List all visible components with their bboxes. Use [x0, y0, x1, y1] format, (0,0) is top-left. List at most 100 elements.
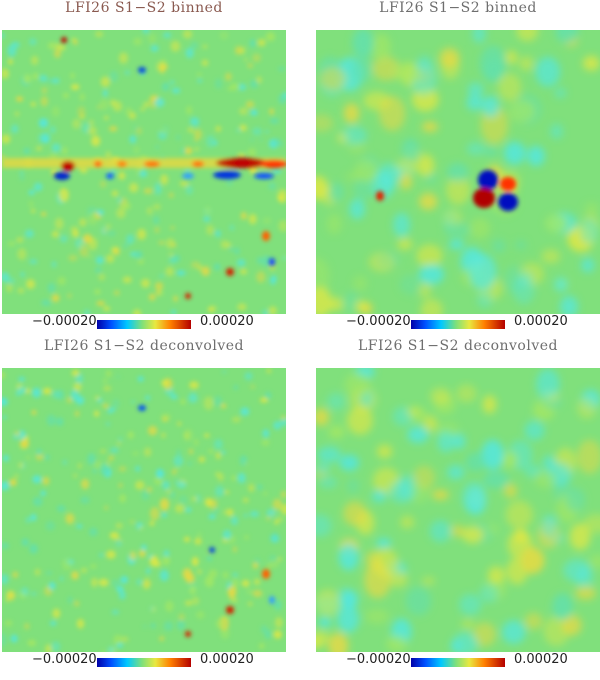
noise-blob: [273, 630, 282, 639]
noise-blob: [52, 231, 59, 238]
noise-blob: [214, 508, 219, 513]
noise-blob: [225, 490, 229, 494]
noise-blob: [57, 505, 66, 512]
noise-blob: [24, 623, 30, 629]
noise-blob: [133, 126, 138, 130]
noise-blob: [87, 453, 96, 465]
noise-blob: [483, 395, 497, 413]
noise-blob: [230, 83, 240, 90]
noise-blob: [345, 373, 371, 397]
noise-blob: [75, 411, 80, 417]
noise-blob: [527, 146, 545, 166]
noise-blob: [122, 203, 131, 210]
panel-title: LFI26 S1−S2 deconvolved: [316, 338, 600, 354]
noise-blob: [151, 623, 156, 629]
noise-blob: [171, 41, 181, 52]
noise-blob: [250, 110, 257, 116]
noise-blob: [59, 576, 63, 581]
noise-blob: [231, 516, 239, 525]
noise-blob: [143, 625, 148, 628]
noise-blob: [246, 101, 255, 108]
noise-blob: [158, 290, 163, 296]
noise-blob: [328, 426, 344, 439]
noise-blob: [563, 559, 591, 582]
noise-blob: [5, 620, 13, 626]
noise-blob: [197, 569, 202, 574]
noise-blob: [120, 576, 128, 584]
noise-blob: [525, 613, 543, 630]
noise-blob: [106, 370, 112, 377]
noise-blob: [244, 535, 249, 540]
noise-blob: [176, 449, 181, 456]
noise-blob: [170, 491, 176, 498]
noise-blob: [400, 173, 412, 190]
noise-blob: [241, 212, 247, 220]
noise-blob: [187, 462, 192, 466]
noise-blob: [161, 380, 168, 387]
noise-blob: [141, 279, 150, 288]
noise-blob: [244, 372, 252, 380]
noise-blob: [65, 513, 74, 524]
noise-blob: [502, 620, 526, 644]
noise-blob: [554, 277, 567, 291]
noise-blob: [25, 517, 30, 523]
noise-blob: [72, 38, 77, 41]
noise-blob: [7, 45, 16, 57]
noise-blob: [52, 106, 60, 116]
noise-blob: [18, 288, 25, 293]
noise-blob: [7, 592, 15, 601]
noise-blob: [213, 396, 222, 407]
noise-blob: [43, 388, 52, 394]
noise-blob: [8, 59, 13, 65]
map-canvas: [316, 368, 600, 652]
noise-blob: [39, 118, 49, 128]
noise-blob: [197, 79, 202, 82]
noise-blob: [369, 252, 396, 272]
noise-blob: [169, 253, 174, 256]
noise-blob: [221, 404, 226, 409]
noise-blob: [329, 297, 344, 311]
noise-blob: [79, 218, 87, 226]
noise-blob: [320, 67, 347, 90]
noise-blob: [249, 138, 254, 142]
panel-title: LFI26 S1−S2 binned: [316, 0, 600, 16]
noise-blob: [244, 58, 248, 61]
noise-blob: [275, 617, 283, 628]
noise-blob: [26, 279, 35, 289]
noise-blob: [504, 142, 526, 165]
noise-blob: [181, 148, 186, 154]
noise-blob: [179, 614, 185, 621]
noise-blob: [185, 507, 191, 512]
noise-blob: [424, 416, 438, 432]
noise-blob: [149, 294, 156, 301]
noise-blob: [115, 540, 122, 547]
noise-blob: [583, 56, 600, 71]
noise-blob: [519, 56, 533, 71]
map-canvas: [2, 30, 286, 314]
noise-blob: [225, 73, 232, 81]
noise-blob: [131, 400, 136, 403]
noise-blob: [90, 564, 97, 568]
noise-blob: [170, 227, 174, 230]
noise-blob: [247, 63, 253, 67]
noise-blob: [327, 214, 342, 235]
noise-blob: [31, 102, 36, 106]
noise-blob: [203, 216, 210, 221]
noise-blob: [13, 434, 18, 440]
noise-blob: [121, 636, 128, 642]
noise-blob: [145, 395, 151, 400]
noise-blob: [466, 452, 486, 472]
noise-blob: [372, 490, 386, 502]
noise-blob: [251, 385, 255, 389]
noise-blob: [140, 107, 145, 111]
noise-blob: [42, 87, 48, 93]
noise-blob: [254, 579, 261, 585]
noise-blob: [23, 74, 31, 83]
noise-blob: [41, 212, 46, 216]
noise-blob: [71, 571, 79, 580]
noise-blob: [136, 579, 142, 585]
noise-blob: [95, 267, 102, 273]
noise-blob: [274, 520, 279, 525]
noise-blob: [33, 73, 38, 80]
noise-blob: [462, 620, 475, 629]
